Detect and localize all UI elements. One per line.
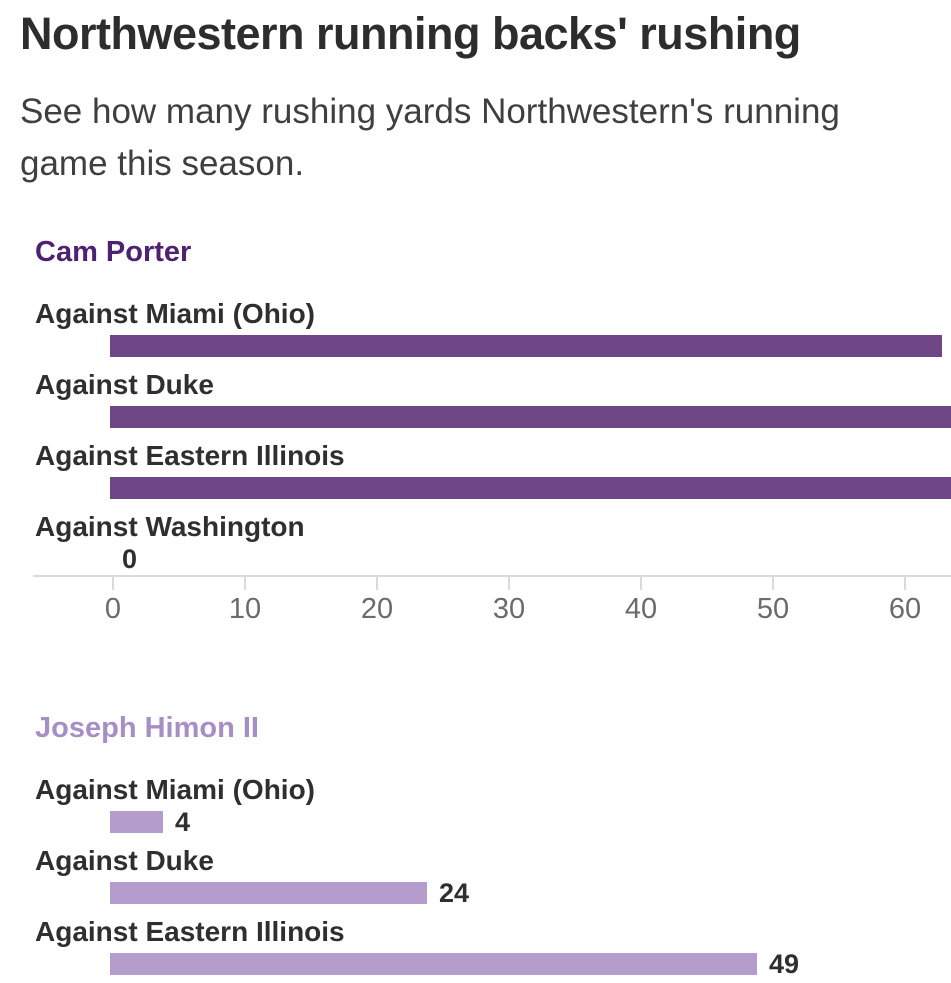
bar-category-label: Against Washington bbox=[35, 511, 305, 542]
bar bbox=[110, 811, 163, 833]
bar bbox=[110, 406, 951, 428]
player-name: Cam Porter bbox=[35, 236, 192, 268]
x-axis-tick-label: 40 bbox=[624, 593, 658, 625]
bar-category-label: Against Eastern Illinois bbox=[35, 916, 345, 947]
x-axis-tick-label: 30 bbox=[492, 593, 526, 625]
x-axis-line bbox=[33, 575, 951, 577]
bar-category-label: Against Duke bbox=[35, 369, 214, 400]
section-cam-porter: Cam Porter Against Miami (Ohio) Against Du… bbox=[35, 236, 951, 581]
bar-value-label: 4 bbox=[175, 807, 191, 837]
bar-row: Against Duke bbox=[35, 368, 951, 428]
x-axis-tick-label: 50 bbox=[756, 593, 790, 625]
bar-track bbox=[110, 335, 951, 357]
bar-category-label: Against Miami (Ohio) bbox=[35, 774, 315, 805]
x-axis-tick bbox=[640, 577, 642, 590]
bar-row: Against Miami (Ohio) 4 bbox=[35, 773, 951, 837]
x-axis-tick bbox=[112, 577, 114, 590]
section-joseph-himon-ii: Joseph Himon II Against Miami (Ohio) 4 Agai… bbox=[35, 712, 951, 983]
bar-row: Against Washington 0 bbox=[35, 510, 951, 574]
bar-track: 4 bbox=[110, 807, 951, 837]
x-axis-tick-label: 10 bbox=[228, 593, 262, 625]
bar bbox=[110, 335, 942, 357]
x-axis-tick bbox=[508, 577, 510, 590]
bar-track: 49 bbox=[110, 949, 951, 979]
bar-value-label: 24 bbox=[439, 878, 470, 908]
bar-category-label: Against Miami (Ohio) bbox=[35, 298, 315, 329]
x-axis-tick bbox=[376, 577, 378, 590]
chart-title: Northwestern running backs' rushing bbox=[20, 8, 801, 59]
chart-subtitle-line-1: See how many rushing yards Northwestern'… bbox=[20, 92, 840, 131]
bar-track bbox=[110, 406, 951, 428]
bar-category-label: Against Duke bbox=[35, 845, 214, 876]
x-axis: 0 10 20 30 40 50 60 bbox=[33, 575, 951, 637]
bar bbox=[110, 953, 757, 975]
bar-row: Against Eastern Illinois bbox=[35, 439, 951, 499]
bar bbox=[110, 882, 427, 904]
x-axis-tick-label: 60 bbox=[888, 593, 922, 625]
bar-row: Against Eastern Illinois 49 bbox=[35, 915, 951, 979]
x-axis-tick bbox=[244, 577, 246, 590]
player-name: Joseph Himon II bbox=[35, 712, 259, 744]
x-axis-tick bbox=[904, 577, 906, 590]
x-axis-tick-label: 0 bbox=[104, 593, 122, 625]
bar-track: 0 bbox=[110, 544, 951, 574]
bar-row: Against Duke 24 bbox=[35, 844, 951, 908]
bar-value-label: 0 bbox=[122, 544, 138, 574]
chart-subtitle-line-2: game this season. bbox=[20, 144, 305, 183]
bar-track: 24 bbox=[110, 878, 951, 908]
bar-row: Against Miami (Ohio) bbox=[35, 297, 951, 357]
bar-track bbox=[110, 477, 951, 499]
x-axis-tick-label: 20 bbox=[360, 593, 394, 625]
chart-subtitle: See how many rushing yards Northwestern'… bbox=[20, 86, 840, 190]
x-axis-tick bbox=[772, 577, 774, 590]
bar bbox=[110, 477, 951, 499]
bar-value-label: 49 bbox=[769, 949, 800, 979]
bar-category-label: Against Eastern Illinois bbox=[35, 440, 345, 471]
